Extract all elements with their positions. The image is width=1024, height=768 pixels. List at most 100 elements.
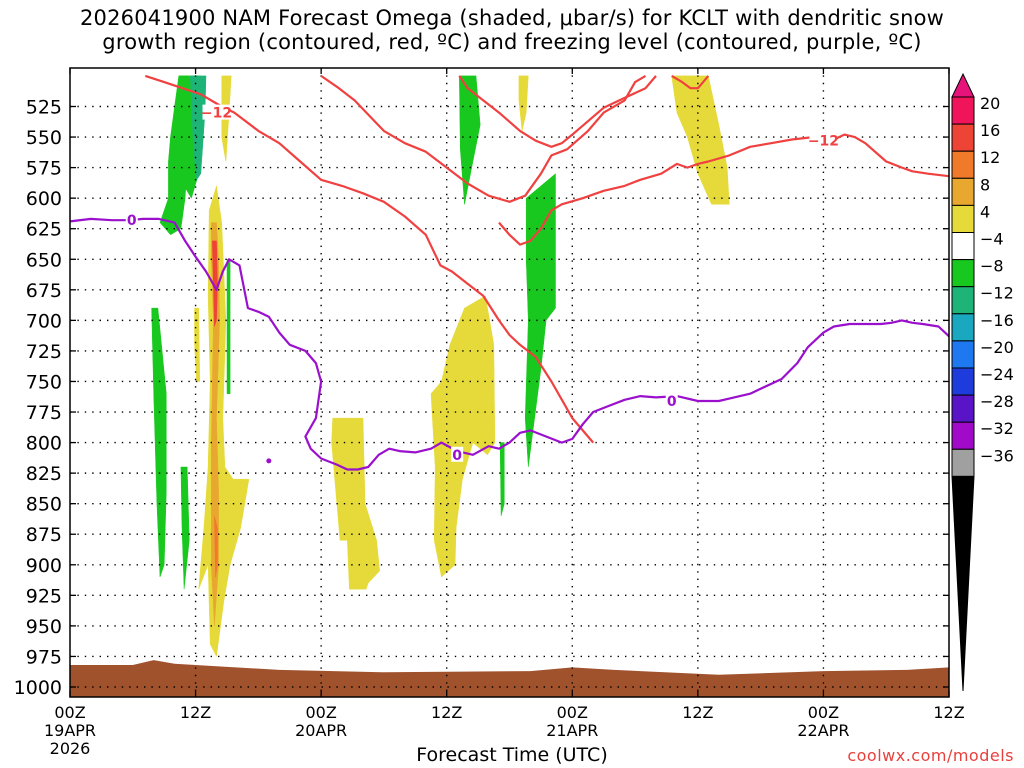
freezing-label-bg-0 <box>125 212 138 228</box>
y-tick-label-975: 975 <box>26 646 62 668</box>
colorbar-label-8: −16 <box>980 311 1014 330</box>
colorbar-label-1: 16 <box>980 121 1000 140</box>
y-tick-label-750: 750 <box>26 371 62 393</box>
x-tick-label-72-1: 22APR <box>797 721 849 740</box>
y-tick-label-800: 800 <box>26 433 62 455</box>
colorbar-label-11: −28 <box>980 392 1014 411</box>
colorbar-label-9: −20 <box>980 338 1014 357</box>
omega-region-12 <box>459 75 481 205</box>
x-tick-label-12-0: 12Z <box>180 703 211 722</box>
colorbar-box-8 <box>951 313 975 342</box>
x-tick-label-36-0: 12Z <box>431 703 462 722</box>
y-tick-label-700: 700 <box>26 310 62 332</box>
colorbar-box-13 <box>951 448 975 477</box>
freezing-label-bg-1 <box>665 393 678 409</box>
colorbar-box-11 <box>951 394 975 423</box>
colorbar-label-7: −12 <box>980 284 1014 303</box>
dgz-contour-label-1: −12 <box>808 134 839 150</box>
colorbar-label-4: 4 <box>980 202 990 221</box>
colorbar-lower-arrow <box>951 475 975 692</box>
y-tick-label-650: 650 <box>26 249 62 271</box>
freezing-contour-0 <box>70 217 949 471</box>
dgz-label-bg-0 <box>202 104 231 120</box>
x-tick-label-60-0: 12Z <box>682 703 713 722</box>
omega-region-4 <box>180 466 190 590</box>
below-ground-fill <box>70 660 949 697</box>
x-tick-label-0-0: 00Z <box>54 703 85 722</box>
x-tick-label-24-1: 20APR <box>295 721 347 740</box>
chart-title-line-1: 2026041900 NAM Forecast Omega (shaded, μ… <box>79 6 945 30</box>
omega-region-11 <box>214 515 218 578</box>
x-tick-label-0-2: 2026 <box>50 739 91 758</box>
y-tick-label-925: 925 <box>26 585 62 607</box>
dgz-contour-0 <box>144 74 595 444</box>
colorbar-label-0: 20 <box>980 94 1000 113</box>
y-tick-label-775: 775 <box>26 402 62 424</box>
dgz-contour-3 <box>498 133 949 246</box>
y-tick-label-900: 900 <box>26 555 62 577</box>
y-tick-label-525: 525 <box>26 97 62 119</box>
chart-title: 2026041900 NAM Forecast Omega (shaded, μ… <box>0 6 1024 54</box>
colorbar-box-7 <box>951 286 975 315</box>
colorbar-box-2 <box>951 150 975 179</box>
y-tick-label-600: 600 <box>26 188 62 210</box>
dgz-contour-label-0: −12 <box>201 106 232 122</box>
x-tick-label-84-0: 12Z <box>933 703 964 722</box>
colorbar-box-4 <box>951 204 975 233</box>
y-tick-label-950: 950 <box>26 616 62 638</box>
x-tick-label-0-1: 19APR <box>44 721 96 740</box>
colorbar-box-1 <box>951 123 975 152</box>
colorbar: 20 16 12 8 4 −4 −8 −12 −16 −20 −24 −28 −32 −36 <box>951 72 1014 692</box>
colorbar-box-12 <box>951 421 975 450</box>
omega-region-8 <box>194 307 201 382</box>
omega-region-5 <box>226 259 231 394</box>
x-tick-label-72-0: 00Z <box>808 703 839 722</box>
dgz-contour-1 <box>320 74 647 203</box>
y-tick-label-625: 625 <box>26 219 62 241</box>
freezing-contour-label-1: 0 <box>667 394 677 410</box>
omega-region-2 <box>190 75 207 181</box>
y-tick-label-725: 725 <box>26 341 62 363</box>
y-tick-label-575: 575 <box>26 158 62 180</box>
omega-region-15 <box>430 295 496 578</box>
colorbar-label-13: −36 <box>980 446 1014 465</box>
y-tick-label-675: 675 <box>26 280 62 302</box>
y-tick-label-550: 550 <box>26 127 62 149</box>
chart-title-line-2: growth region (contoured, red, ºC) and f… <box>102 30 922 54</box>
x-axis-title: Forecast Time (UTC) <box>416 744 608 766</box>
dgz-contour-4 <box>671 74 710 90</box>
colorbar-box-0 <box>951 96 975 125</box>
ground-layer <box>70 660 949 697</box>
colorbar-box-5 <box>951 232 975 261</box>
colorbar-box-6 <box>951 259 975 288</box>
colorbar-label-12: −32 <box>980 419 1014 438</box>
credit-text: coolwx.com/models <box>847 746 1014 765</box>
x-tick-label-48-0: 00Z <box>557 703 588 722</box>
freezing-label-bg-2 <box>451 446 464 462</box>
plot-background <box>70 68 949 697</box>
colorbar-label-5: −4 <box>980 230 1004 249</box>
y-tick-label-1000: 1000 <box>14 677 62 699</box>
omega-region-17 <box>518 75 529 131</box>
omega-region-13 <box>524 173 556 468</box>
freezing-contour-label-2: 0 <box>452 448 462 464</box>
y-tick-label-850: 850 <box>26 494 62 516</box>
y-axis: 525 550 575 600 625 650 675 700 725 750 775 800 825 8… <box>14 97 949 699</box>
omega-region-14 <box>499 442 505 516</box>
dgz-contour-layer <box>144 74 949 444</box>
omega-region-18 <box>671 75 730 205</box>
colorbar-label-10: −24 <box>980 365 1014 384</box>
omega-region-16 <box>331 417 380 590</box>
x-tick-label-24-0: 00Z <box>305 703 336 722</box>
colorbar-label-3: 8 <box>980 175 990 194</box>
colorbar-label-2: 12 <box>980 148 1000 167</box>
grid-layer <box>70 68 949 697</box>
x-tick-label-48-1: 21APR <box>546 721 598 740</box>
y-tick-label-875: 875 <box>26 524 62 546</box>
dgz-label-bg-1 <box>809 132 838 148</box>
plot-frame <box>69 67 950 698</box>
freezing-level-contour-layer <box>70 217 949 471</box>
colorbar-label-6: −8 <box>980 257 1004 276</box>
